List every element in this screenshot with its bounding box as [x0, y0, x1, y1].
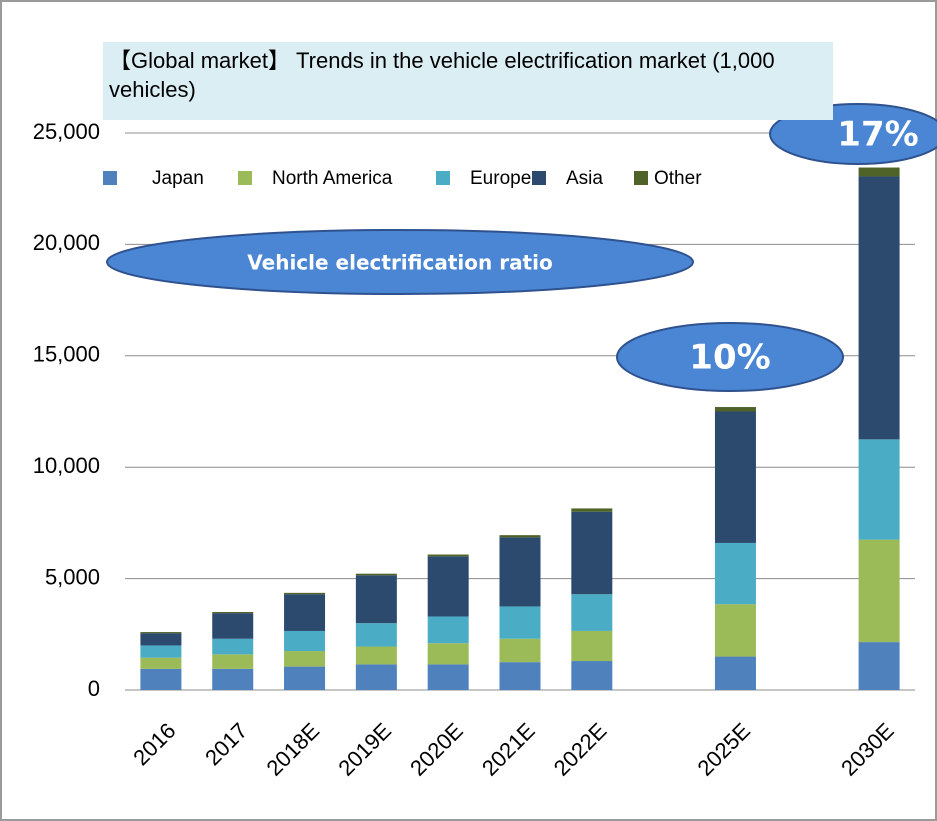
bar-segment	[284, 594, 326, 631]
annotation-text: 17%	[837, 115, 918, 155]
annotation-bubble	[106, 229, 694, 295]
bar-segment	[284, 651, 326, 667]
bar-segment	[499, 535, 541, 538]
chart-title: 【Global market】 Trends in the vehicle el…	[103, 42, 833, 120]
legend-swatch	[634, 171, 648, 185]
bar-segment	[355, 623, 397, 647]
bar-segment	[355, 575, 397, 624]
bar-segment	[212, 638, 254, 655]
annotation-text: 10%	[689, 338, 770, 378]
bar-segment	[714, 656, 756, 690]
bar-segment	[355, 573, 397, 576]
bar-segment	[571, 594, 613, 631]
bar-segment	[212, 668, 254, 690]
legend-label: Europe	[470, 168, 531, 189]
bar-segment	[427, 554, 469, 557]
bar-segment	[140, 668, 182, 690]
bar-segment	[355, 664, 397, 690]
bar-segment	[714, 542, 756, 605]
bar-segment	[212, 613, 254, 639]
bar-segment	[858, 439, 900, 540]
bar-segment	[499, 606, 541, 639]
bar-segment	[714, 411, 756, 543]
legend-label: Japan	[152, 168, 204, 189]
y-tick-label: 0	[88, 676, 100, 701]
bar-segment	[427, 664, 469, 690]
legend-swatch	[532, 171, 546, 185]
bar-segment	[427, 556, 469, 617]
bar-segment	[140, 645, 182, 658]
bar-segment	[140, 657, 182, 669]
bar-segment	[858, 642, 900, 690]
bar-segment	[858, 539, 900, 643]
bar-segment	[427, 643, 469, 665]
bar-segment	[858, 167, 900, 177]
bar-segment	[571, 511, 613, 595]
bar-segment	[355, 646, 397, 665]
bar-segment	[571, 630, 613, 662]
y-tick-label: 20,000	[33, 230, 100, 255]
bar-segment	[140, 632, 182, 634]
bar-segment	[858, 176, 900, 440]
bar-segment	[140, 633, 182, 646]
bar-segment	[284, 630, 326, 652]
legend-label: Asia	[566, 168, 603, 189]
legend-label: Other	[654, 168, 702, 189]
legend-label: North America	[272, 168, 393, 189]
y-tick-label: 10,000	[33, 453, 100, 478]
bar-segment	[212, 654, 254, 669]
legend-swatch	[238, 171, 252, 185]
y-tick-label: 25,000	[33, 119, 100, 144]
y-tick-label: 15,000	[33, 342, 100, 367]
bar-segment	[212, 612, 254, 614]
bar-segment	[499, 537, 541, 607]
bar-segment	[714, 604, 756, 657]
bar-segment	[714, 407, 756, 412]
bar-segment	[284, 592, 326, 595]
bar-segment	[499, 662, 541, 690]
annotation-text: Vehicle electrification ratio	[247, 251, 552, 275]
bar-segment	[571, 508, 613, 512]
bar-segment	[427, 616, 469, 644]
bar-segment	[499, 638, 541, 663]
y-tick-label: 5,000	[45, 564, 100, 589]
bar-segment	[571, 661, 613, 690]
annotation-bubble	[616, 322, 844, 392]
legend-swatch	[103, 171, 117, 185]
legend-swatch	[436, 171, 450, 185]
bar-segment	[284, 666, 326, 690]
